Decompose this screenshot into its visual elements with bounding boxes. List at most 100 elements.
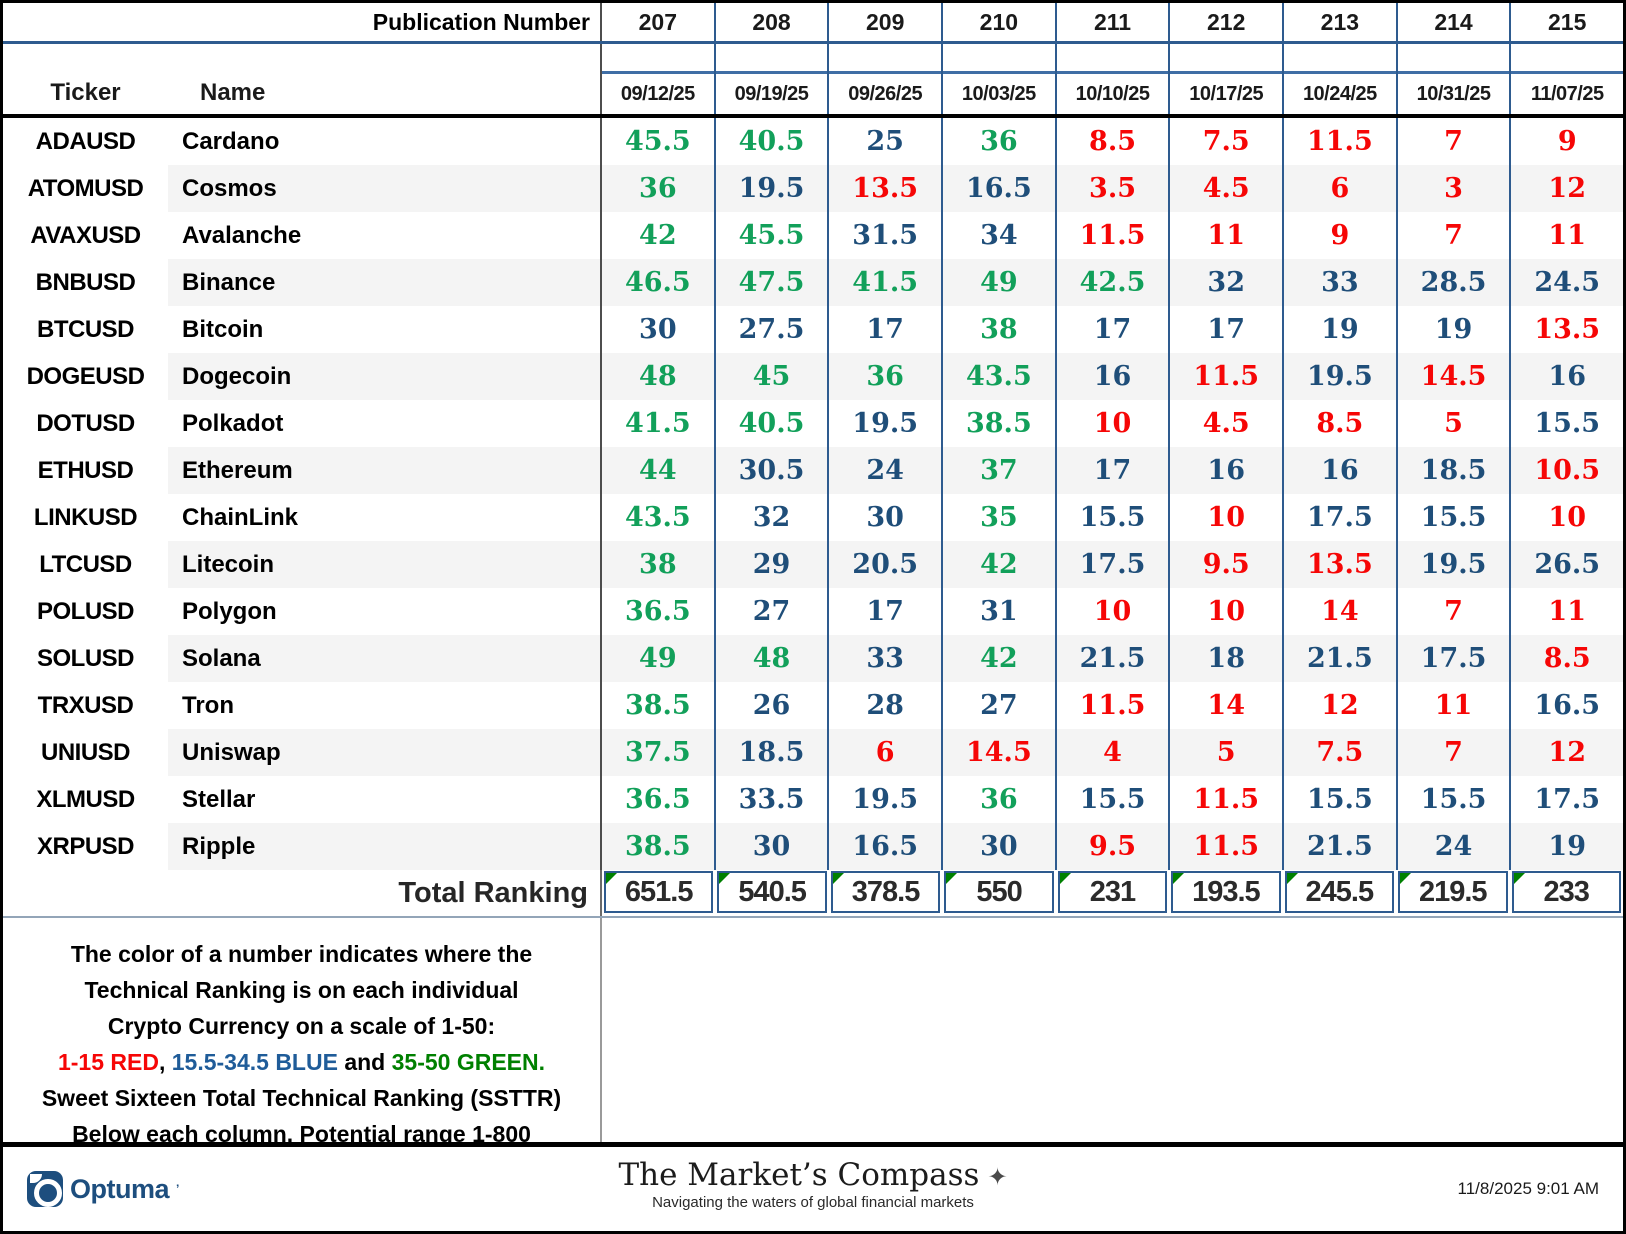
table-row: XRPUSD Ripple 38.5 30 16.5 30 9.5 11.5 21.5 24 19 bbox=[3, 823, 1623, 870]
value-cells: 45.5 40.5 25 36 8.5 7.5 11.5 7 9 bbox=[600, 118, 1623, 165]
ranking-value-cell: 11.5 bbox=[1282, 118, 1396, 165]
ranking-value-cell: 30.5 bbox=[713, 447, 828, 494]
ranking-value-cell: 44 bbox=[602, 447, 714, 494]
ranking-value-cell: 8.5 bbox=[1509, 635, 1623, 682]
ranking-value-cell: 19.5 bbox=[827, 400, 941, 447]
ranking-value-cell: 19.5 bbox=[827, 776, 941, 823]
total-ranking-cell: 651.5 bbox=[604, 871, 714, 913]
publication-number-cell: 214 bbox=[1395, 3, 1510, 41]
value-cells: 36 19.5 13.5 16.5 3.5 4.5 6 3 12 bbox=[600, 165, 1623, 212]
date-band bbox=[829, 44, 942, 74]
ranking-value-cell: 17.5 bbox=[1395, 635, 1510, 682]
ranking-value-cell: 30 bbox=[941, 823, 1055, 870]
total-ranking-cell: 233 bbox=[1511, 871, 1621, 913]
name-cell: Polygon bbox=[182, 597, 277, 625]
ranking-value-cell: 10 bbox=[1509, 494, 1623, 541]
name-cell: Ethereum bbox=[168, 447, 600, 494]
table-row: TRXUSD Tron 38.5 26 28 27 11.5 14 12 11 16.5 bbox=[3, 682, 1623, 729]
ranking-value-cell: 21.5 bbox=[1054, 635, 1169, 682]
value-cells: 44 30.5 24 37 17 16 16 18.5 10.5 bbox=[600, 447, 1623, 494]
ranking-value-cell: 38.5 bbox=[602, 823, 714, 870]
legend-area: The color of a number indicates where th… bbox=[3, 918, 1623, 1147]
date-band bbox=[1397, 44, 1510, 74]
ranking-value-cell: 17 bbox=[827, 306, 941, 353]
ranking-value-cell: 14.5 bbox=[941, 729, 1055, 776]
date-cell: 10/10/25 bbox=[1075, 82, 1150, 105]
ranking-value-cell: 10 bbox=[1054, 588, 1169, 635]
ticker-cell: UNIUSD bbox=[3, 729, 168, 776]
ranking-value-cell: 36.5 bbox=[624, 784, 691, 815]
ranking-value-cell: 16 bbox=[1054, 353, 1169, 400]
ranking-value-cell: 16.5 bbox=[827, 823, 942, 870]
ranking-value-cell: 16.5 bbox=[941, 165, 1055, 212]
ranking-value-cell: 21.5 bbox=[1282, 635, 1396, 682]
ranking-value-cell: 17.5 bbox=[1054, 541, 1169, 588]
ranking-value-cell: 47.5 bbox=[713, 259, 828, 306]
ranking-value-cell: 4.5 bbox=[1168, 165, 1283, 212]
ranking-value-cell: 10 bbox=[1168, 588, 1282, 635]
ranking-value-cell: 7 bbox=[1395, 588, 1510, 635]
ranking-value-cell: 12 bbox=[1509, 729, 1623, 776]
ticker-cell: BNBUSD bbox=[3, 259, 168, 306]
ranking-value-cell: 42 bbox=[941, 635, 1055, 682]
note-separator: , bbox=[158, 1049, 172, 1075]
publication-number-cell: 208 bbox=[713, 3, 828, 41]
masthead-title: The Market’s Compass bbox=[618, 1157, 980, 1193]
ranking-value-cell: 28.5 bbox=[1395, 259, 1510, 306]
color-legend-note: The color of a number indicates where th… bbox=[3, 918, 602, 1147]
ranking-value-cell: 15.5 bbox=[1054, 776, 1169, 823]
note-line: Sweet Sixteen Total Technical Ranking (S… bbox=[41, 1085, 562, 1111]
table-top-line bbox=[3, 114, 1623, 118]
ranking-value-cell: 17 bbox=[1168, 306, 1282, 353]
ranking-value-cell: 9 bbox=[1509, 118, 1623, 165]
ticker-cell: XLMUSD bbox=[3, 776, 168, 823]
value-cells: 42 45.5 31.5 34 11.5 11 9 7 11 bbox=[600, 212, 1623, 259]
note-line: The color of a number indicates where th… bbox=[70, 941, 533, 967]
ranking-value-cell: 42 bbox=[639, 220, 677, 251]
ranking-value-cell: 25 bbox=[827, 118, 941, 165]
name-column-header: Name bbox=[200, 79, 266, 106]
ranking-value-cell: 13.5 bbox=[1509, 306, 1623, 353]
note-color-scale-line: 1-15 RED, 15.5-34.5 BLUE and 35-50 GREEN… bbox=[3, 1044, 600, 1080]
ranking-value-cell: 3 bbox=[1395, 165, 1510, 212]
ranking-value-cell: 15.5 bbox=[1054, 494, 1169, 541]
table-row: ATOMUSD Cosmos 36 19.5 13.5 16.5 3.5 4.5 6 3 12 bbox=[3, 165, 1623, 212]
ranking-value-cell: 19 bbox=[1395, 306, 1510, 353]
ranking-value-cell: 11.5 bbox=[1168, 776, 1282, 823]
name-cell: Cosmos bbox=[168, 165, 600, 212]
ranking-value-cell: 17.5 bbox=[1509, 776, 1623, 823]
ranking-value-cell: 4.5 bbox=[1168, 400, 1282, 447]
ticker-cell: DOTUSD bbox=[3, 400, 168, 447]
ranking-value-cell: 11 bbox=[1168, 212, 1282, 259]
table-row: ETHUSD Ethereum 44 30.5 24 37 17 16 16 18.5 10.5 bbox=[3, 447, 1623, 494]
name-cell: Solana bbox=[168, 635, 600, 682]
date-column: 09/19/25 bbox=[713, 44, 828, 114]
ranking-value-cell: 19.5 bbox=[1395, 541, 1510, 588]
optuma-wordmark: Optuma bbox=[70, 1173, 170, 1204]
value-cells: 49 48 33 42 21.5 18 21.5 17.5 8.5 bbox=[600, 635, 1623, 682]
ticker-cell: DOGEUSD bbox=[3, 353, 168, 400]
total-ranking-cells: 651.5 540.5 378.5 550 231 193.5 245.5 219.5 233 bbox=[600, 870, 1623, 916]
ranking-value-cell: 30 bbox=[713, 823, 828, 870]
ranking-value-cell: 27 bbox=[713, 588, 828, 635]
ranking-value-cell: 15.5 bbox=[1282, 776, 1396, 823]
ranking-value-cell: 9.5 bbox=[1168, 541, 1283, 588]
total-ranking-label: Total Ranking bbox=[398, 876, 588, 909]
ranking-value-cell: 36.5 bbox=[624, 596, 691, 627]
name-cell: Avalanche bbox=[182, 221, 302, 249]
ranking-value-cell: 36 bbox=[941, 776, 1055, 823]
blue-range-label: 15.5-34.5 BLUE bbox=[171, 1049, 338, 1075]
ranking-value-cell: 33 bbox=[1282, 259, 1396, 306]
note-and: and bbox=[337, 1049, 392, 1075]
ticker-cell: XRPUSD bbox=[3, 823, 168, 870]
ranking-table-body: ADAUSD Cardano 45.5 40.5 25 36 8.5 7.5 11.5 7 9 ATO… bbox=[3, 118, 1623, 870]
total-ranking-row: Total Ranking 651.5 540.5 378.5 550 231 193.5… bbox=[3, 870, 1623, 916]
ranking-value-cell: 26 bbox=[713, 682, 828, 729]
ranking-value-cell: 9.5 bbox=[1054, 823, 1169, 870]
ranking-value-cell: 16.5 bbox=[1509, 682, 1623, 729]
ranking-value-cell: 18.5 bbox=[1395, 447, 1510, 494]
ranking-value-cell: 41.5 bbox=[827, 259, 942, 306]
green-range-label: 35-50 GREEN. bbox=[391, 1049, 546, 1075]
table-row: LTCUSD Litecoin 38 29 20.5 42 17.5 9.5 13.5 19.5 2… bbox=[3, 541, 1623, 588]
optuma-brand: Optuma ’ bbox=[27, 1171, 179, 1207]
